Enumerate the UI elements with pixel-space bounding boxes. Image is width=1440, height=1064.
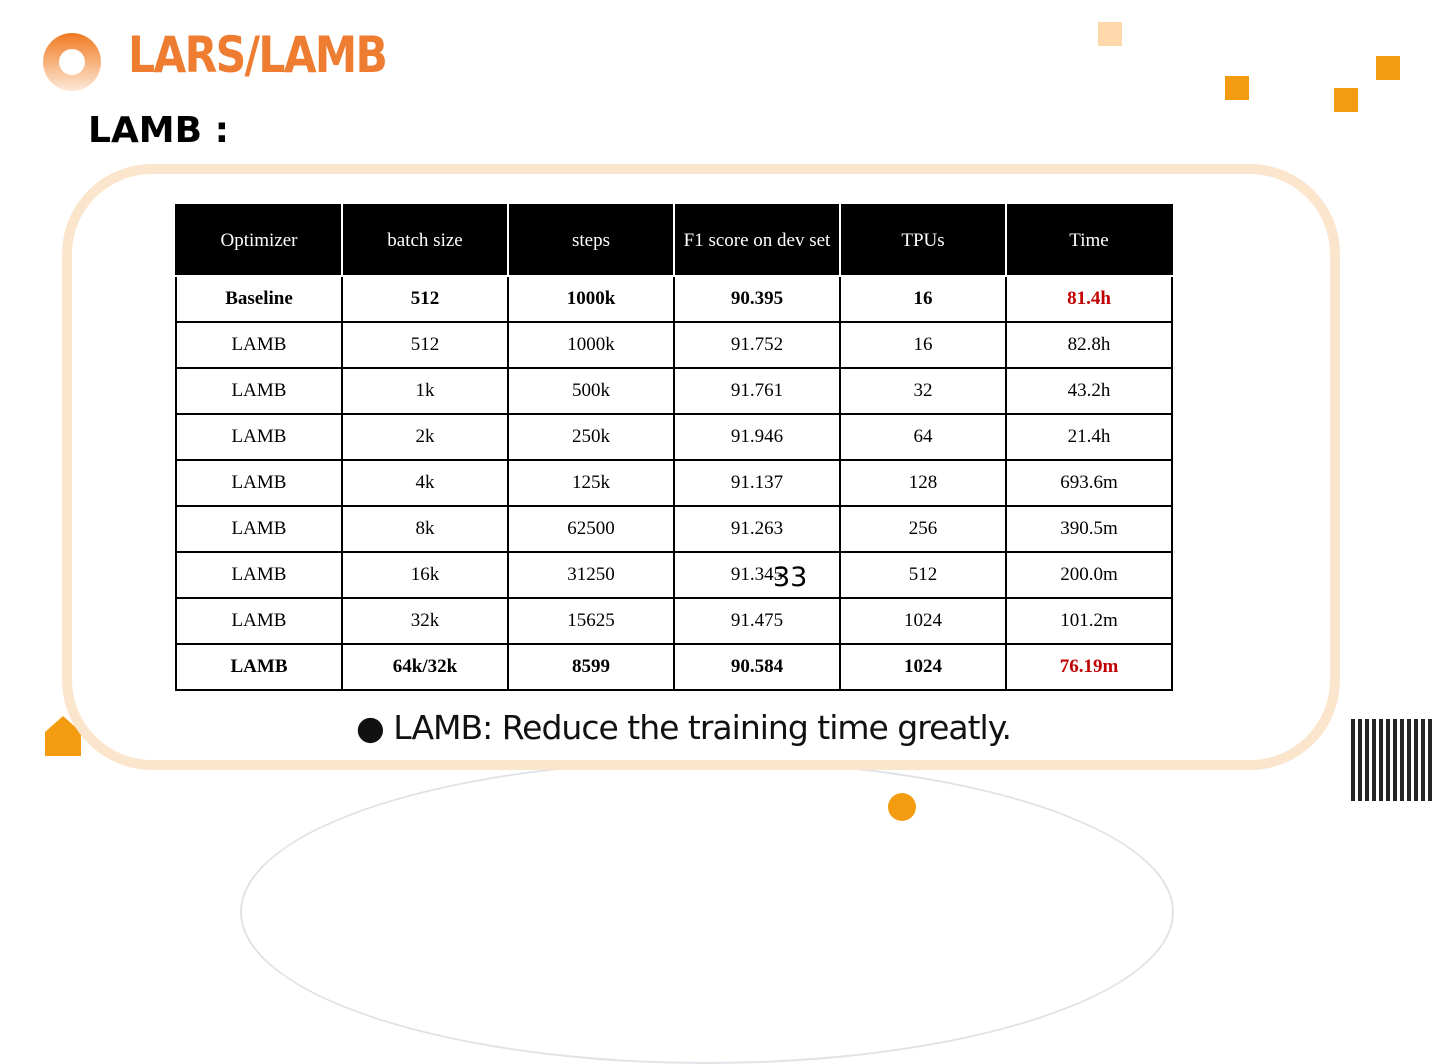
table-row: LAMB 512 1000k 91.752 16 82.8h [175, 321, 1173, 369]
table-cell: LAMB [175, 321, 343, 369]
table-cell: 15625 [507, 597, 675, 645]
decor-square [1376, 56, 1400, 80]
table-cell: 91.946 [673, 413, 841, 461]
table-cell: 1k [341, 367, 509, 415]
table-cell: 31250 [507, 551, 675, 599]
table-cell: 256 [839, 505, 1007, 553]
table-cell: 90.584 [673, 643, 841, 691]
column-header: F1 score on dev set [673, 204, 841, 277]
column-header: batch size [341, 204, 509, 277]
table-row: LAMB 1k 500k 91.761 32 43.2h [175, 367, 1173, 415]
decor-square [1334, 88, 1358, 112]
table-row: Baseline 512 1000k 90.395 16 81.4h [175, 275, 1173, 323]
table-row: LAMB 64k/32k 8599 90.584 1024 76.19m [175, 643, 1173, 691]
column-header: Time [1005, 204, 1173, 277]
table-row: LAMB 4k 125k 91.137 128 693.6m [175, 459, 1173, 507]
table-row: LAMB 32k 15625 91.475 1024 101.2m [175, 597, 1173, 645]
table-cell: 32k [341, 597, 509, 645]
table-cell: 76.19m [1005, 643, 1173, 691]
decor-dot [888, 793, 916, 821]
table-cell: 90.395 [673, 275, 841, 323]
table-cell: Baseline [175, 275, 343, 323]
table-cell: 81.4h [1005, 275, 1173, 323]
results-table: Optimizer batch size steps F1 score on dev … [175, 204, 1173, 691]
table-row: LAMB 8k 62500 91.263 256 390.5m [175, 505, 1173, 553]
table-cell: LAMB [175, 413, 343, 461]
table-cell: 1024 [839, 597, 1007, 645]
table-row: LAMB 16k 31250 91.345 512 200.0m [175, 551, 1173, 599]
table-cell: LAMB [175, 367, 343, 415]
table-cell: 500k [507, 367, 675, 415]
table-cell: 21.4h [1005, 413, 1173, 461]
table-cell: 64k/32k [341, 643, 509, 691]
table-cell: 16 [839, 321, 1007, 369]
table-cell: 43.2h [1005, 367, 1173, 415]
table-cell: 1024 [839, 643, 1007, 691]
slide-title: LARS/LAMB [128, 26, 388, 84]
bullet-text: LAMB: Reduce the training time greatly. [393, 708, 1012, 747]
table-cell: 91.345 [673, 551, 841, 599]
table-cell: 82.8h [1005, 321, 1173, 369]
column-header: steps [507, 204, 675, 277]
table-cell: 32 [839, 367, 1007, 415]
table-cell: 512 [341, 275, 509, 323]
column-header: Optimizer [175, 204, 343, 277]
table-cell: 390.5m [1005, 505, 1173, 553]
table-cell: 128 [839, 459, 1007, 507]
table-cell: 200.0m [1005, 551, 1173, 599]
section-heading: LAMB : [88, 110, 229, 151]
decor-square [1098, 22, 1122, 46]
table-cell: 91.761 [673, 367, 841, 415]
table-cell: 1000k [507, 321, 675, 369]
table-cell: LAMB [175, 551, 343, 599]
table-cell: 62500 [507, 505, 675, 553]
table-cell: LAMB [175, 459, 343, 507]
page-number: 33 [773, 562, 808, 593]
decor-arc [240, 760, 1174, 1064]
table-cell: 16 [839, 275, 1007, 323]
table-cell: 16k [341, 551, 509, 599]
column-header: TPUs [839, 204, 1007, 277]
table-cell: 91.137 [673, 459, 841, 507]
table-cell: 512 [839, 551, 1007, 599]
table-cell: 4k [341, 459, 509, 507]
table-cell: 91.752 [673, 321, 841, 369]
table-cell: 125k [507, 459, 675, 507]
table-cell: LAMB [175, 643, 343, 691]
table-cell: 512 [341, 321, 509, 369]
table-cell: 8k [341, 505, 509, 553]
table-cell: LAMB [175, 505, 343, 553]
table-cell: 8599 [507, 643, 675, 691]
table-cell: 101.2m [1005, 597, 1173, 645]
table-cell: 2k [341, 413, 509, 461]
table-cell: 1000k [507, 275, 675, 323]
qr-code [1351, 719, 1433, 801]
table-cell: 250k [507, 413, 675, 461]
table-cell: 693.6m [1005, 459, 1173, 507]
table-cell: 64 [839, 413, 1007, 461]
table-row: LAMB 2k 250k 91.946 64 21.4h [175, 413, 1173, 461]
table-cell: 91.263 [673, 505, 841, 553]
logo-ring-icon [43, 33, 101, 91]
decor-square [1225, 76, 1249, 100]
table-cell: 91.475 [673, 597, 841, 645]
table-cell: LAMB [175, 597, 343, 645]
bullet-point: ● LAMB: Reduce the training time greatly… [356, 708, 1012, 747]
